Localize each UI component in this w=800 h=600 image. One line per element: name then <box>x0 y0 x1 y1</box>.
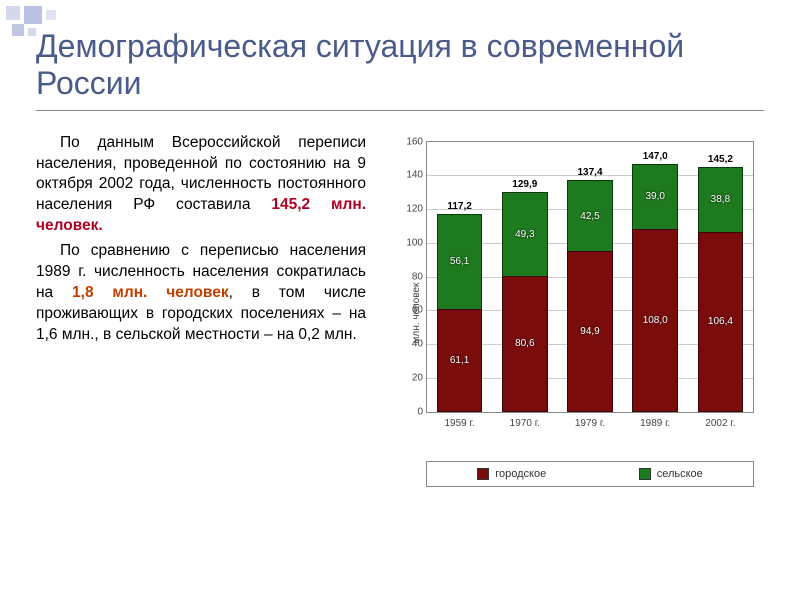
swatch-urban <box>477 468 489 480</box>
y-tick: 20 <box>412 372 423 383</box>
bar-segment-rural: 39,0 <box>632 164 678 230</box>
y-tick: 140 <box>406 170 423 181</box>
bar-segment-rural: 38,8 <box>698 167 744 232</box>
bar-total-label: 117,2 <box>447 201 471 212</box>
y-tick: 80 <box>412 271 423 282</box>
y-tick: 60 <box>412 305 423 316</box>
bar-segment-urban: 61,1 <box>437 309 483 412</box>
legend-rural: сельское <box>639 468 703 480</box>
bar-segment-rural: 42,5 <box>567 180 613 252</box>
y-tick: 40 <box>412 339 423 350</box>
x-tick: 2002 г. <box>705 418 735 429</box>
bar-group: 117,256,161,11959 г. <box>427 142 492 412</box>
bar-group: 137,442,594,91979 г. <box>557 142 622 412</box>
bar-segment-urban: 94,9 <box>567 251 613 411</box>
bar-segment-urban: 106,4 <box>698 232 744 412</box>
bar-total-label: 137,4 <box>577 167 602 178</box>
swatch-rural <box>639 468 651 480</box>
x-tick: 1959 г. <box>444 418 474 429</box>
legend-urban-label: городское <box>495 468 546 480</box>
population-chart: млн. человек 020406080100120140160117,25… <box>384 133 764 493</box>
bar-total-label: 147,0 <box>643 151 668 162</box>
bar-total-label: 129,9 <box>512 179 537 190</box>
x-tick: 1979 г. <box>575 418 605 429</box>
bar-segment-rural: 49,3 <box>502 192 548 275</box>
x-tick: 1989 г. <box>640 418 670 429</box>
bar-segment-urban: 80,6 <box>502 276 548 412</box>
bar-segment-urban: 108,0 <box>632 229 678 411</box>
y-tick: 100 <box>406 237 423 248</box>
y-tick: 160 <box>406 136 423 147</box>
bar-group: 147,039,0108,01989 г. <box>623 142 688 412</box>
legend-rural-label: сельское <box>657 468 703 480</box>
body-text: По данным Всероссийской переписи населен… <box>36 133 366 493</box>
y-tick: 120 <box>406 204 423 215</box>
p2-highlight: 1,8 млн. человек <box>72 284 229 301</box>
y-tick: 0 <box>417 406 423 417</box>
chart-legend: городское сельское <box>426 461 754 487</box>
corner-decoration <box>6 6 66 44</box>
x-tick: 1970 г. <box>510 418 540 429</box>
bar-group: 145,238,8106,42002 г. <box>688 142 753 412</box>
page-title: Демографическая ситуация в современной Р… <box>36 28 764 111</box>
bar-total-label: 145,2 <box>708 154 733 165</box>
bar-group: 129,949,380,61970 г. <box>492 142 557 412</box>
bar-segment-rural: 56,1 <box>437 214 483 309</box>
legend-urban: городское <box>477 468 546 480</box>
